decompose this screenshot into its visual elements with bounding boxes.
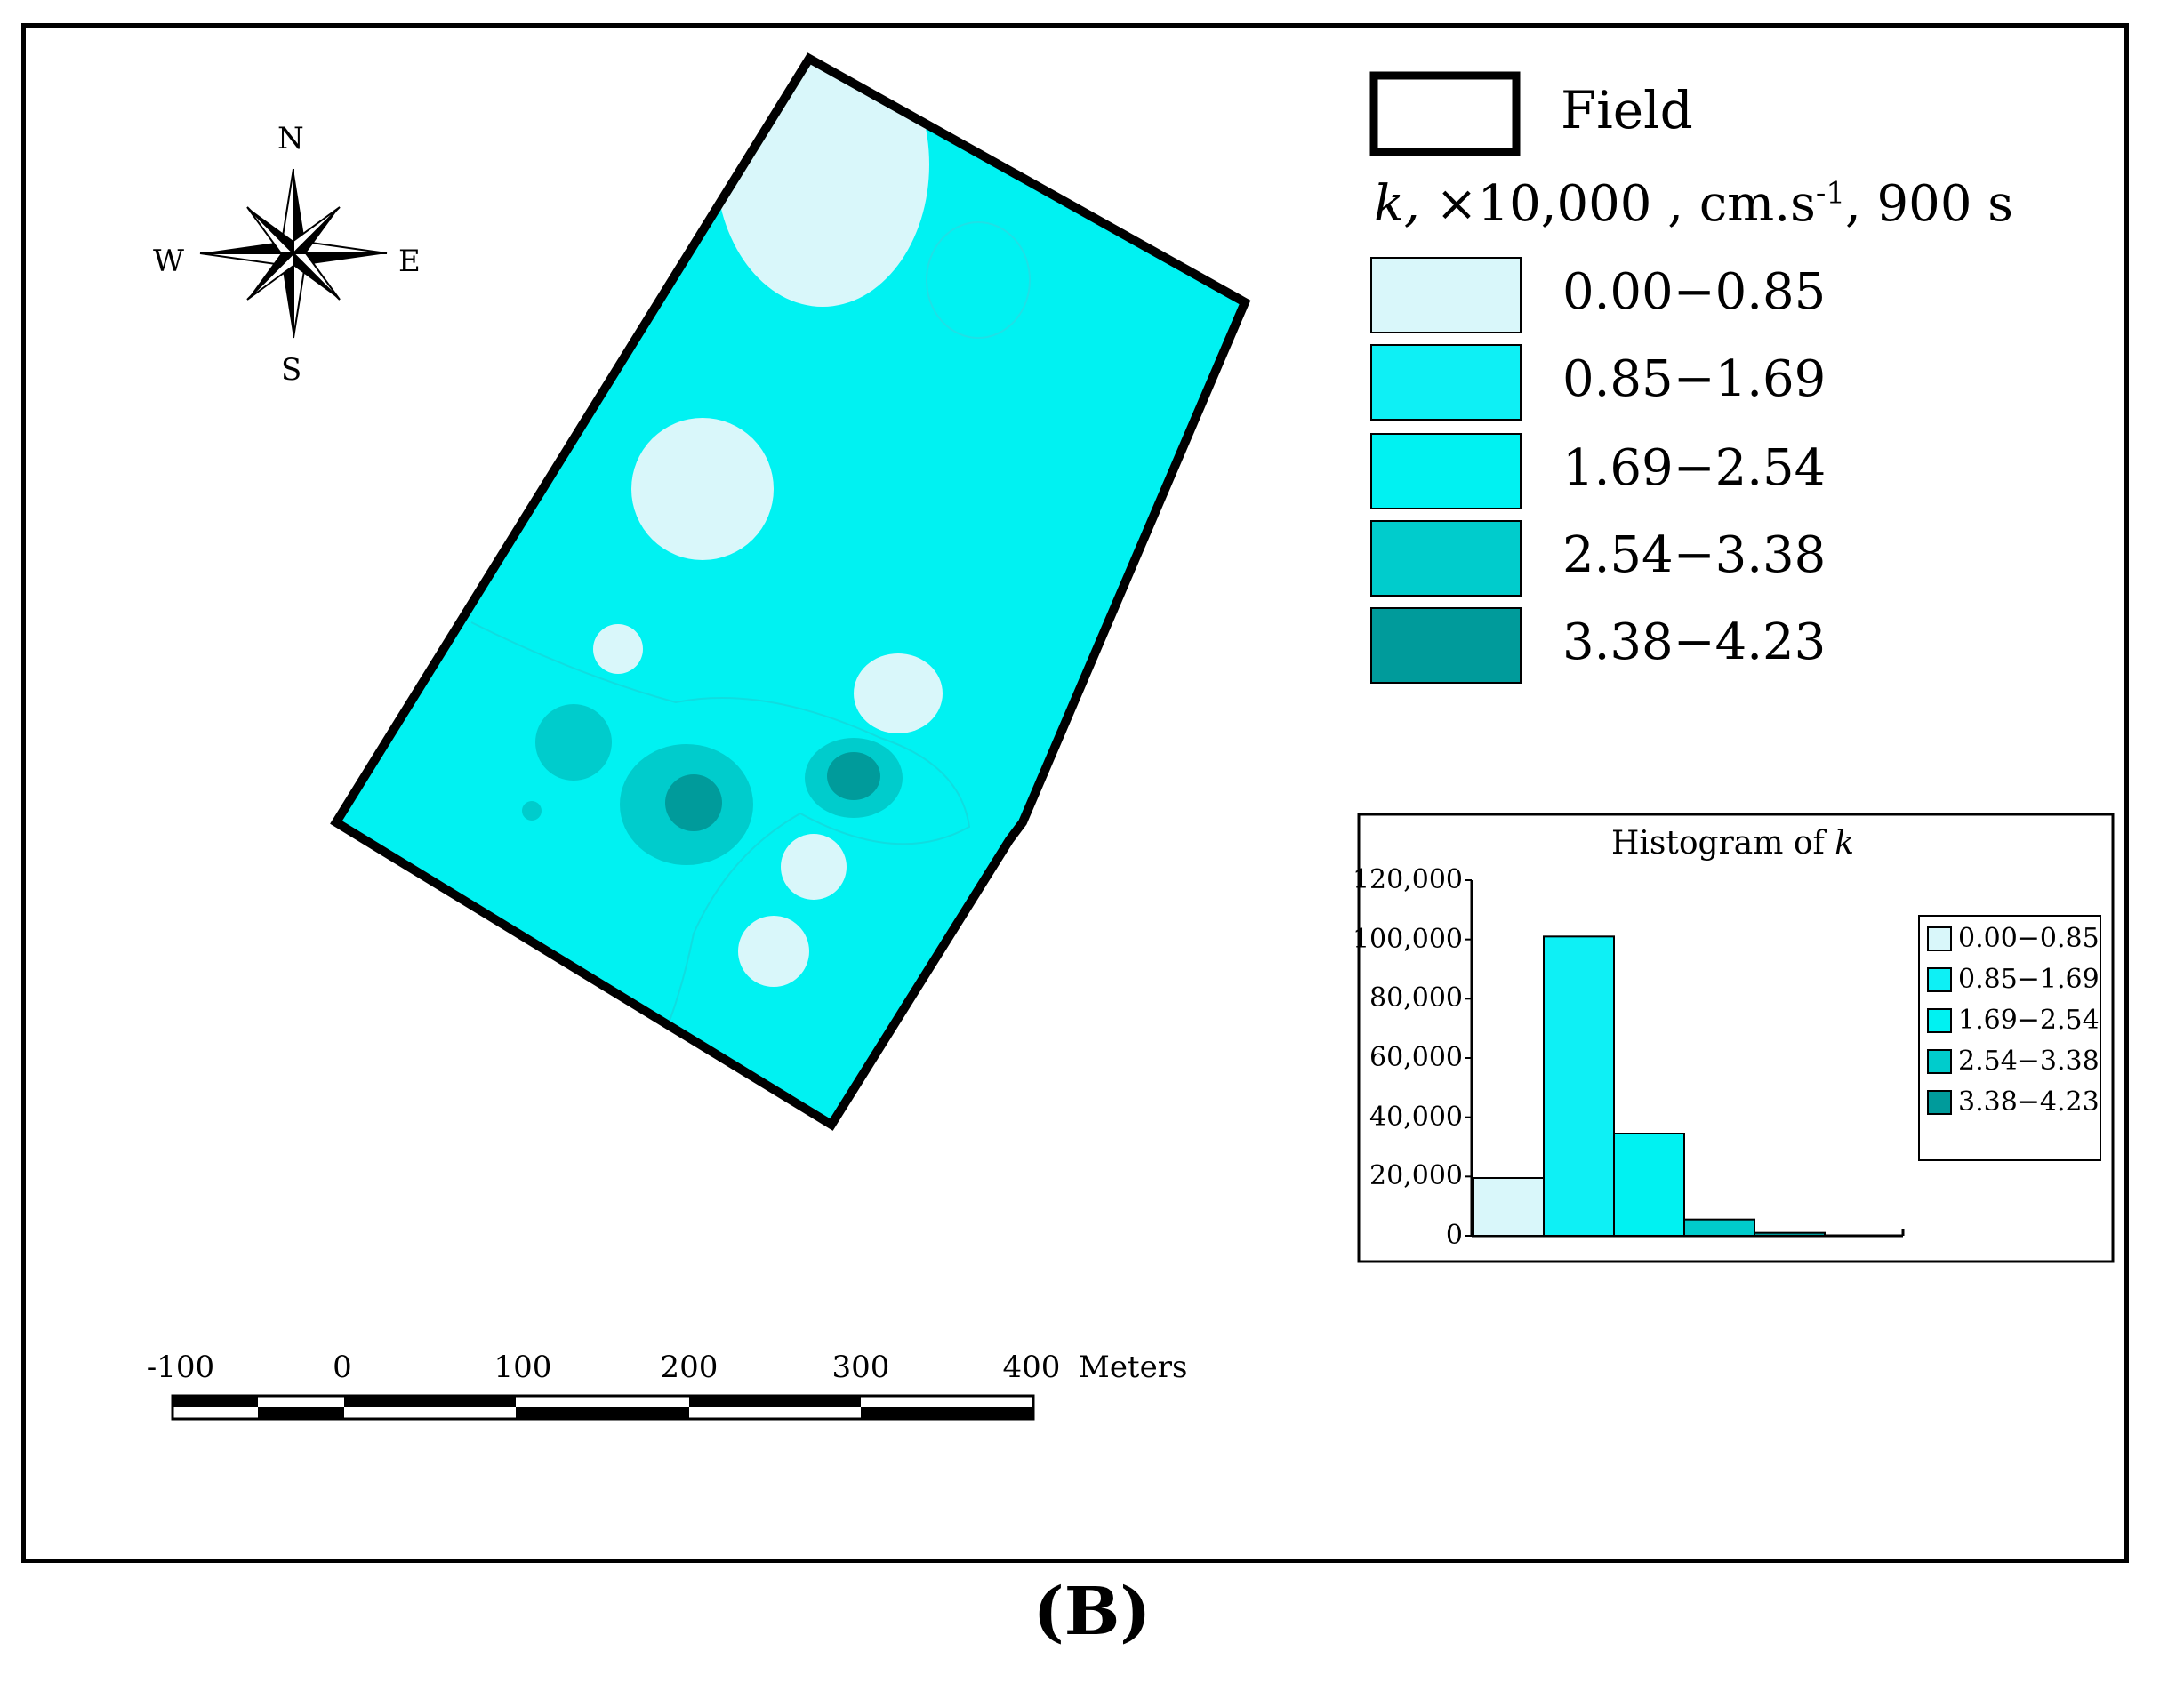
legend-field-label: Field	[1561, 80, 1693, 140]
histogram-title-var: k	[1835, 825, 1855, 862]
histogram-bars	[1473, 935, 1826, 1238]
histogram-title: Histogram of k	[1611, 825, 1854, 862]
legend-class-label-2: 0.85−1.69	[1562, 350, 1827, 408]
histogram-title-text: Histogram of	[1611, 825, 1835, 862]
histogram-legend-box	[1918, 915, 2101, 1161]
y-tick-label-1: 100,000	[1352, 923, 1463, 955]
field-fill	[336, 59, 1245, 1125]
histogram-legend-swatch-4	[1927, 1049, 1952, 1074]
low-k-zone	[781, 834, 847, 900]
scale-bar	[171, 1394, 1035, 1421]
compass-w: W	[153, 244, 184, 279]
histogram-bar-4	[1683, 1218, 1755, 1237]
histogram-legend-swatches	[1927, 926, 1952, 1115]
figure-frame	[21, 23, 2129, 1563]
field-boundary	[330, 52, 1251, 1131]
y-tick-label-6: 0	[1445, 1220, 1463, 1251]
scale-tick-2: 100	[494, 1350, 552, 1385]
legend-swatch-1	[1370, 257, 1522, 333]
scale-unit: Meters	[1079, 1350, 1188, 1385]
histogram-legend-label-4: 2.54−3.38	[1958, 1046, 2100, 1077]
histogram-bar-1	[1473, 1177, 1545, 1237]
histogram-legend-swatch-5	[1927, 1090, 1952, 1115]
legend-class-label-4: 2.54−3.38	[1562, 526, 1827, 584]
low-k-zone	[854, 653, 943, 733]
medium-k-zone	[535, 704, 612, 781]
compass-n: N	[277, 121, 304, 156]
legend-swatch-5	[1370, 607, 1522, 684]
legend-title: k, ×10,000 , cm.s-1, 900 s	[1374, 175, 2013, 233]
histogram-legend-label-5: 3.38−4.23	[1958, 1086, 2100, 1118]
legend-field-swatch	[1369, 71, 1521, 156]
high-k-zone	[827, 752, 880, 800]
low-k-zone	[631, 418, 774, 560]
legend-swatch-4	[1370, 520, 1522, 597]
legend-swatch-3	[1370, 433, 1522, 509]
class-2-zone	[926, 221, 1031, 339]
legend-title-sup: -1	[1815, 175, 1845, 212]
histogram-bar-2	[1543, 935, 1615, 1238]
histogram-legend-label-1: 0.00−0.85	[1958, 923, 2100, 954]
histogram-legend-swatch-1	[1927, 926, 1952, 951]
y-tick-label-5: 20,000	[1369, 1160, 1463, 1192]
compass-rose	[199, 168, 388, 339]
y-tick-label-2: 80,000	[1369, 982, 1463, 1014]
medium-k-zone	[522, 801, 542, 821]
y-tick-label-0: 120,000	[1352, 864, 1463, 895]
scale-tick-4: 300	[831, 1350, 890, 1385]
legend-title-rest: ×10,000 , cm.s	[1435, 175, 1816, 233]
legend-class-label-1: 0.00−0.85	[1562, 263, 1827, 321]
scale-tick-0: -100	[146, 1350, 215, 1385]
compass-e: E	[398, 244, 421, 279]
legend-swatches	[1370, 257, 1522, 684]
histogram-legend-label-2: 0.85−1.69	[1958, 964, 2100, 995]
histogram-legend-swatch-3	[1927, 1008, 1952, 1033]
legend-title-k: k,	[1374, 175, 1420, 233]
legend-swatch-2	[1370, 344, 1522, 421]
class-boundary	[470, 621, 971, 1086]
low-k-zone	[593, 624, 643, 674]
field-map	[330, 52, 1251, 1131]
histogram-inset	[1357, 813, 2115, 1263]
histogram-bar-5	[1754, 1231, 1826, 1237]
y-ticks	[1465, 879, 1472, 1237]
y-tick-label-3: 60,000	[1369, 1042, 1463, 1073]
compass-s: S	[281, 352, 302, 388]
scale-tick-3: 200	[660, 1350, 719, 1385]
high-k-zone	[665, 774, 722, 831]
histogram-bar-3	[1613, 1133, 1685, 1237]
panel-label: (B)	[1032, 1574, 1152, 1650]
y-tick-label-4: 40,000	[1369, 1101, 1463, 1133]
scale-tick-5: 400	[1002, 1350, 1061, 1385]
legend-class-label-3: 1.69−2.54	[1562, 439, 1827, 497]
histogram-legend-swatch-2	[1927, 967, 1952, 992]
histogram-legend-label-3: 1.69−2.54	[1958, 1005, 2100, 1036]
scale-tick-1: 0	[333, 1350, 352, 1385]
low-k-zone	[738, 916, 809, 987]
legend-title-time: , 900 s	[1844, 175, 2013, 233]
legend-class-label-5: 3.38−4.23	[1562, 613, 1827, 671]
